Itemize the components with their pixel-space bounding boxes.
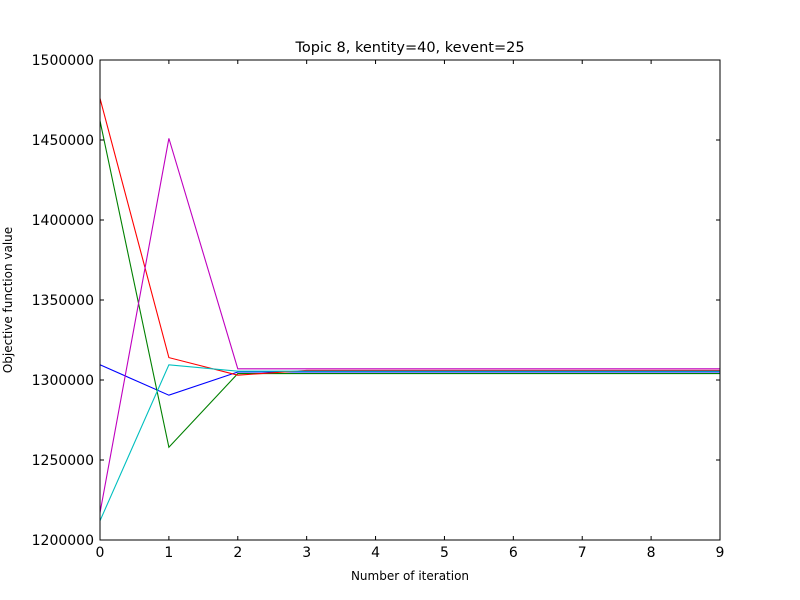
y-tick-label: 1200000 — [32, 533, 94, 549]
x-tick-label: 9 — [716, 545, 725, 561]
y-axis-label: Objective function value — [1, 227, 15, 373]
x-axis-label: Number of iteration — [351, 569, 469, 583]
x-tick-label: 1 — [164, 545, 173, 561]
series-line-5 — [99, 138, 720, 513]
x-tick-label: 8 — [647, 545, 656, 561]
y-tick-label: 1250000 — [32, 453, 94, 469]
x-tick-label: 6 — [509, 545, 518, 561]
y-tick-label: 1450000 — [32, 133, 94, 149]
series-line-4 — [99, 364, 720, 522]
y-tick-label: 1400000 — [32, 213, 94, 229]
chart-title: Topic 8, kentity=40, kevent=25 — [294, 40, 524, 56]
series-line-2 — [99, 120, 720, 449]
y-tick-label: 1300000 — [32, 373, 94, 389]
series-layer — [99, 98, 720, 522]
x-tick-label: 0 — [96, 545, 105, 561]
y-tick-label: 1350000 — [32, 293, 94, 309]
tick-layer: 0 1 2 3 4 5 6 7 8 9 1200000 1250000 1300000 1350000 14… — [32, 53, 725, 561]
series-line-3 — [99, 98, 720, 376]
y-tick-label: 1500000 — [32, 53, 94, 69]
x-tick-label: 7 — [578, 545, 587, 561]
x-tick-label: 3 — [302, 545, 311, 561]
x-tick-label: 5 — [440, 545, 449, 561]
x-tick-label: 4 — [371, 545, 380, 561]
x-tick-label: 2 — [233, 545, 242, 561]
series-line-1 — [99, 364, 720, 396]
